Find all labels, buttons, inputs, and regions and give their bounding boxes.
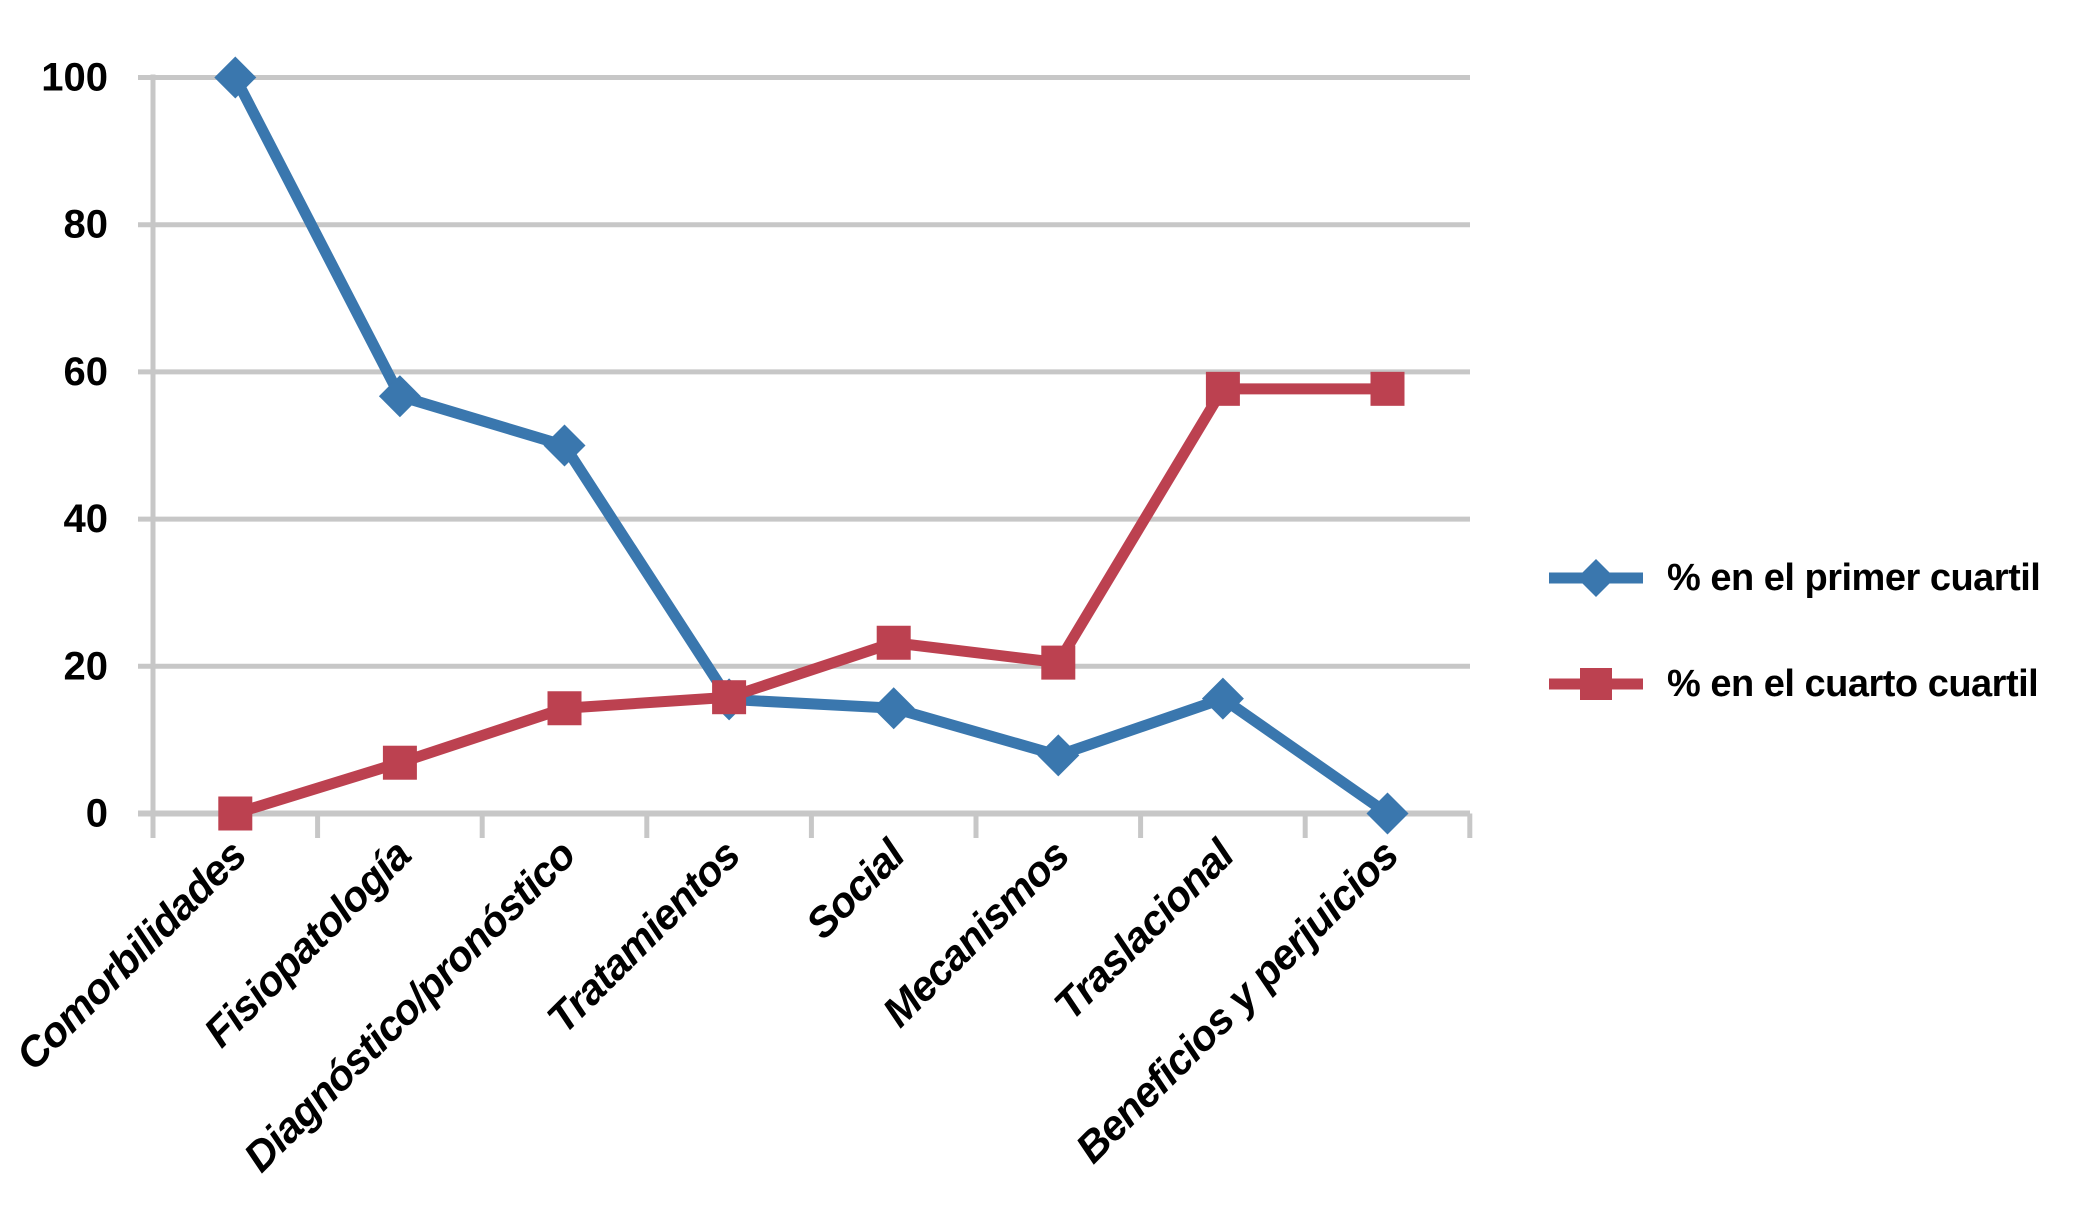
series-line-cuarto-cuartil [229,383,1393,819]
category-label: Diagnóstico/pronóstico [235,831,585,1181]
legend: % en el primer cuartil % en el cuarto cu… [1667,557,2041,705]
legend-label-cuarto-cuartil: % en el cuarto cuartil [1667,663,2038,705]
data-point-square [218,796,253,831]
data-point-diamond [378,375,421,418]
data-point-diamond [872,687,915,730]
data-point-diamond [543,424,586,467]
data-point-square [547,691,582,726]
category-label: Beneficios y perjuicios [1066,831,1406,1171]
data-point-square [1041,645,1076,680]
data-point-diamond [1366,792,1409,835]
legend-square-icon [1580,668,1612,700]
y-tick-label: 100 [41,56,108,100]
data-point-square [382,745,417,780]
y-tick-label: 0 [86,792,108,836]
data-point-square [712,680,747,715]
y-tick-label: 40 [64,497,109,541]
y-tick-label: 60 [64,350,109,394]
y-tick-label: 20 [64,644,109,688]
series-line-primer-cuartil [229,72,1393,819]
data-point-diamond [214,56,257,99]
data-point-square [1370,371,1405,406]
data-point-square [1205,371,1240,406]
data-point-square [876,625,911,660]
legend-diamond-icon [1577,559,1615,597]
category-label: Social [797,829,915,947]
data-point-diamond [1037,734,1080,777]
plot-area: 020406080100ComorbilidadesFisiopatología… [7,56,1643,1181]
y-tick-label: 80 [64,203,109,247]
legend-label-primer-cuartil: % en el primer cuartil [1667,557,2040,599]
data-point-diamond [1201,677,1244,720]
